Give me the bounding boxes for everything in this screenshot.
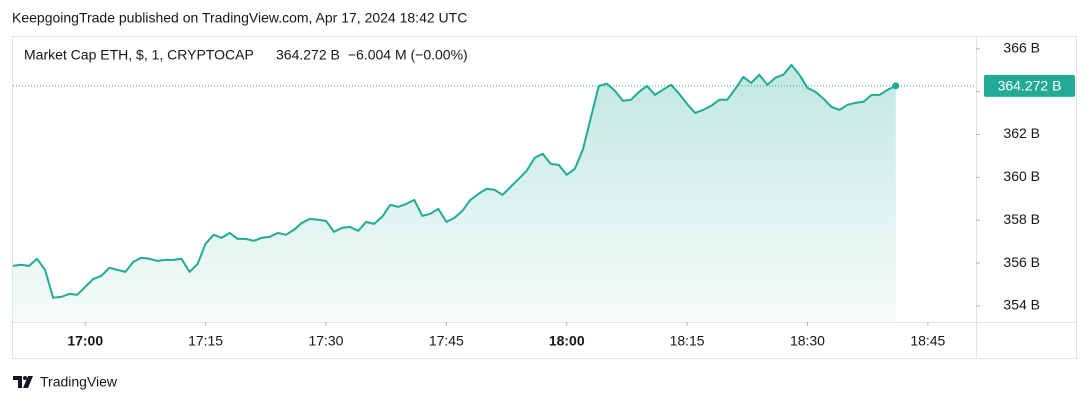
x-tick-label: 18:15 xyxy=(670,333,705,349)
footer: TradingView xyxy=(40,374,118,390)
x-tick-label: 17:15 xyxy=(188,333,223,349)
x-tick-label: 17:45 xyxy=(429,333,464,349)
legend-change: −6.004 M (−0.00%) xyxy=(348,47,468,63)
y-tick-label: 366 B xyxy=(1003,39,1040,55)
tradingview-logo xyxy=(13,376,33,388)
legend-last: 364.272 B xyxy=(276,47,340,63)
legend-symbol: Market Cap ETH, $, 1, CRYPTOCAP xyxy=(24,47,254,63)
y-tick-label: 356 B xyxy=(1003,254,1040,270)
x-tick-label: 17:30 xyxy=(308,333,343,349)
last-price-badge xyxy=(984,74,1075,97)
area-fill xyxy=(13,64,896,323)
last-point xyxy=(892,82,900,90)
chart-frame xyxy=(12,36,1077,359)
x-tick-label: 18:30 xyxy=(790,333,825,349)
x-tick-label: 17:00 xyxy=(67,333,103,349)
y-tick-label: 360 B xyxy=(1003,168,1040,184)
y-tick-label: 358 B xyxy=(1003,211,1040,227)
y-tick-label: 354 B xyxy=(1003,297,1040,313)
last-price-label: 364.272 B xyxy=(998,78,1062,94)
price-line xyxy=(12,63,897,299)
x-tick-label: 18:00 xyxy=(549,333,585,349)
x-tick-label: 18:45 xyxy=(910,333,945,349)
y-tick-label: 362 B xyxy=(1003,125,1040,141)
header: KeepgoingTrade published on TradingView.… xyxy=(12,10,467,26)
plot xyxy=(12,63,976,323)
